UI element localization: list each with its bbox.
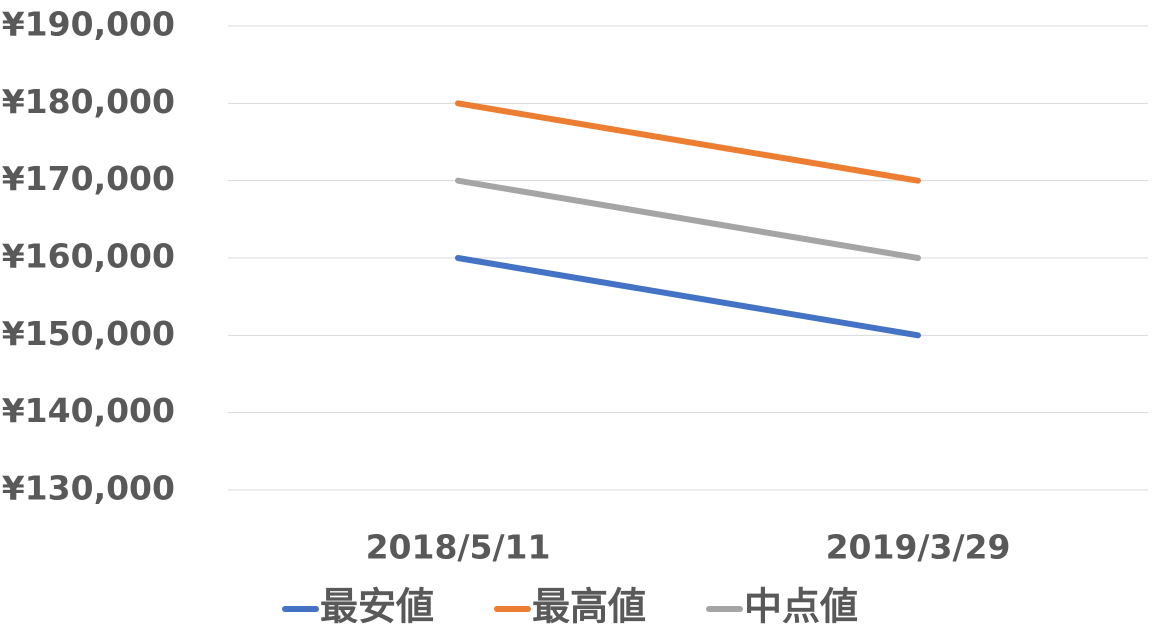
x-tick-label: 2019/3/29: [826, 528, 1011, 567]
y-tick-label: ¥150,000: [2, 314, 175, 353]
line-series: [455, 177, 921, 261]
legend-label: 最安値: [320, 585, 434, 629]
y-tick-label: ¥130,000: [2, 469, 175, 508]
y-tick-label: ¥140,000: [2, 391, 175, 430]
y-tick-label: ¥180,000: [2, 82, 175, 121]
line-series: [455, 100, 921, 184]
y-tick-label: ¥160,000: [2, 237, 175, 276]
line-series: [455, 255, 921, 339]
x-tick-label: 2018/5/11: [366, 528, 551, 567]
y-tick-label: ¥170,000: [2, 159, 175, 198]
legend-label: 中点値: [744, 585, 858, 629]
y-tick-label: ¥190,000: [2, 5, 175, 44]
legend-label: 最高値: [532, 585, 646, 629]
